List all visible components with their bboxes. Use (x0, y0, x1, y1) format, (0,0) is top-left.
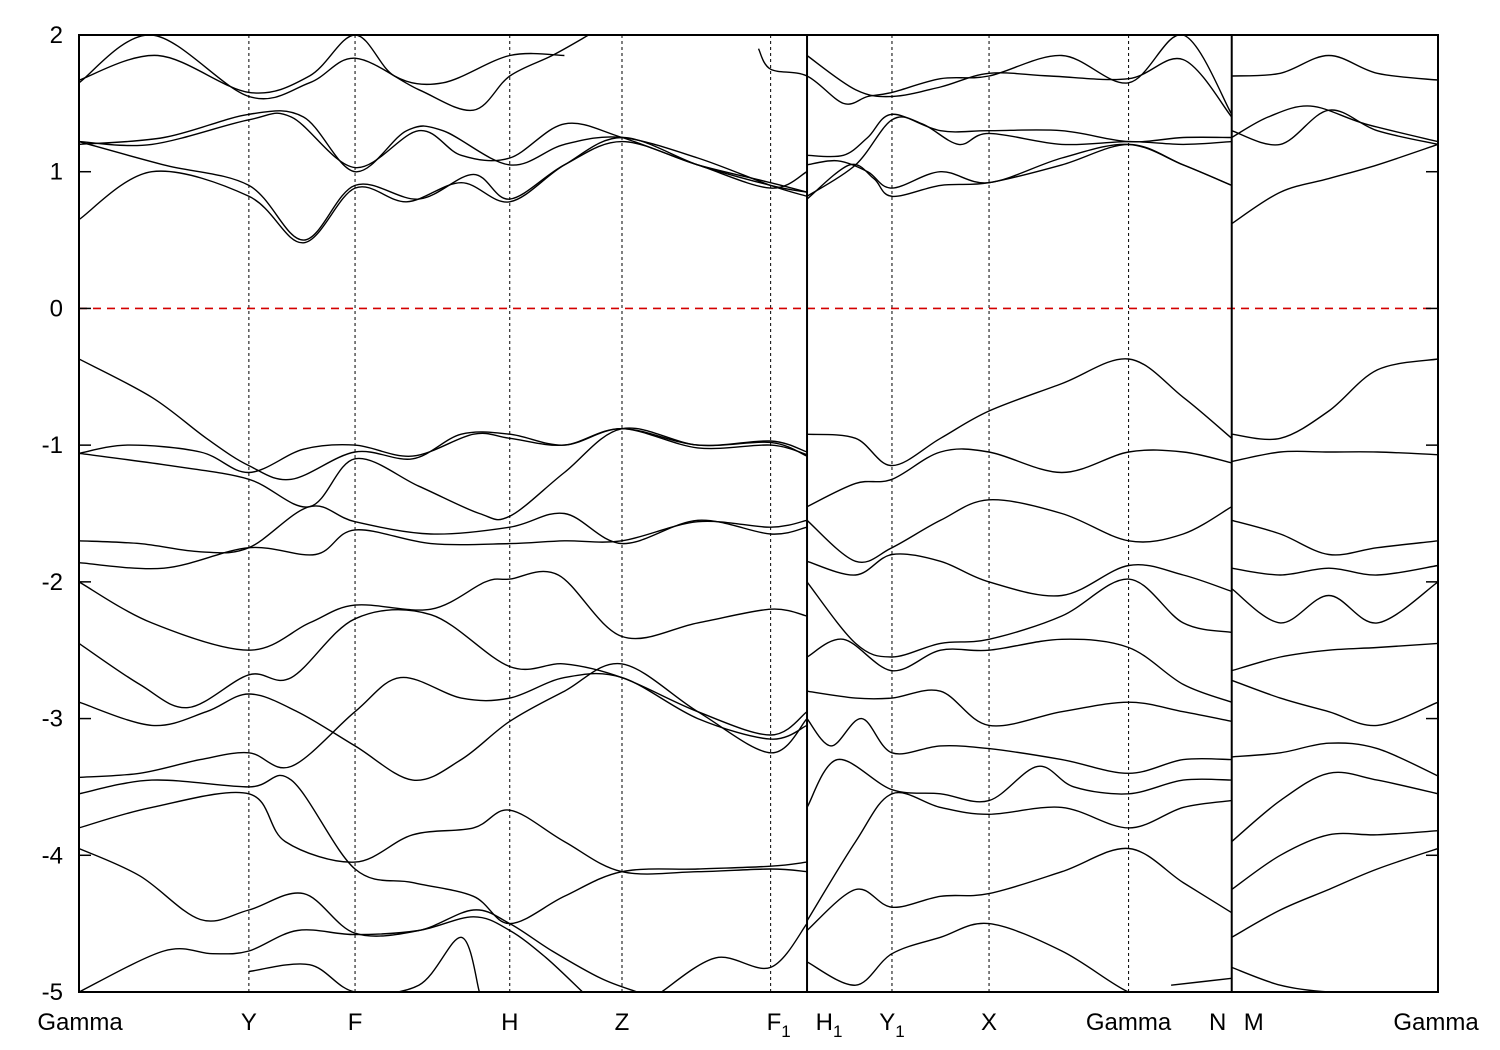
band-line-9 (79, 774, 808, 925)
x-kpoint-label-2: F (348, 1009, 363, 1036)
y-tick-label: -3 (42, 706, 63, 733)
band-line-7 (79, 662, 808, 781)
x-kpoint-label-4: Z (615, 1009, 630, 1036)
band-line-42 (1231, 109, 1438, 146)
band-line-46 (1231, 519, 1438, 556)
x-kpoint-label-5: F1 (767, 1009, 791, 1041)
x-kpoint-label-8: X (981, 1009, 997, 1036)
band-line-14 (248, 936, 481, 992)
band-line-36 (806, 791, 1232, 922)
band-line-37 (806, 847, 1233, 932)
band-lines (79, 35, 1438, 992)
band-line-34 (806, 717, 1232, 775)
band-line-38 (806, 922, 1159, 992)
band-line-31 (806, 578, 1232, 658)
band-line-18 (79, 112, 808, 193)
band-line-48 (1231, 581, 1438, 624)
band-line-30 (806, 553, 1232, 597)
band-line-25 (806, 143, 1232, 189)
band-line-55 (1231, 966, 1438, 992)
band-line-10 (79, 791, 808, 875)
band-line-40 (1231, 54, 1438, 81)
band-line-22 (806, 54, 1233, 118)
band-line-13 (661, 923, 808, 992)
x-axis-kpoint-labels: Gamma Y F H Z F1 H1 Y1 X Gamma N M Gamma (37, 1009, 1479, 1041)
band-line-19 (79, 35, 589, 112)
band-line-8 (79, 672, 808, 779)
band-line-26 (806, 143, 1232, 200)
band-line-33 (806, 689, 1232, 727)
band-line-6 (79, 608, 808, 736)
y-tick-label: 2 (50, 22, 63, 49)
band-line-0 (79, 358, 808, 481)
band-line-16 (79, 140, 808, 241)
band-line-21 (757, 35, 1233, 115)
band-line-54 (1231, 847, 1438, 938)
y-tick-label: -2 (42, 569, 63, 596)
band-line-2 (79, 427, 808, 521)
band-line-35 (806, 758, 1232, 808)
x-kpoint-label-10: N (1209, 1009, 1226, 1036)
plot-frame (78, 34, 1439, 993)
band-line-52 (1231, 771, 1438, 843)
band-line-1 (79, 427, 808, 474)
y-tick-label: 0 (50, 295, 63, 322)
x-kpoint-label-6: H1 (816, 1009, 843, 1041)
band-line-12 (79, 916, 584, 992)
band-line-47 (1231, 564, 1438, 576)
band-line-45 (1231, 450, 1438, 463)
band-line-20 (79, 35, 565, 94)
y-tick-label: -4 (42, 842, 63, 869)
band-line-41 (1231, 105, 1438, 143)
x-kpoint-label-3: H (501, 1009, 518, 1036)
y-axis-ticks: -5 -4 -3 -2 -1 0 1 2 (42, 22, 1438, 1006)
x-kpoint-label-7: Y1 (879, 1009, 904, 1041)
band-line-49 (1231, 642, 1438, 672)
band-line-4 (79, 519, 808, 570)
band-line-15 (79, 136, 808, 244)
band-line-53 (1231, 830, 1438, 891)
band-line-51 (1231, 742, 1438, 777)
band-line-24 (806, 116, 1232, 197)
band-line-11 (79, 847, 638, 992)
y-tick-label: -5 (42, 979, 63, 1006)
band-line-28 (806, 448, 1232, 508)
x-kpoint-label-12: Gamma (1393, 1009, 1479, 1036)
band-line-23 (806, 113, 1232, 158)
x-kpoint-label-11: M (1244, 1009, 1264, 1036)
band-line-27 (806, 358, 1233, 467)
segment-dividers (806, 35, 1233, 992)
x-kpoint-label-1: Y (241, 1009, 257, 1036)
band-line-5 (79, 570, 808, 651)
band-line-3 (79, 505, 808, 554)
kpoint-gridlines (248, 35, 1130, 992)
band-line-50 (1231, 679, 1438, 727)
band-line-39 (1171, 977, 1232, 986)
band-line-29 (806, 499, 1233, 564)
band-line-44 (1231, 358, 1438, 441)
y-tick-label: -1 (42, 432, 63, 459)
x-kpoint-label-9: Gamma (1086, 1009, 1172, 1036)
band-line-32 (806, 638, 1232, 703)
band-line-17 (79, 110, 808, 197)
y-tick-label: 1 (50, 159, 63, 186)
band-line-43 (1231, 143, 1438, 225)
x-kpoint-label-0: Gamma (37, 1009, 123, 1036)
